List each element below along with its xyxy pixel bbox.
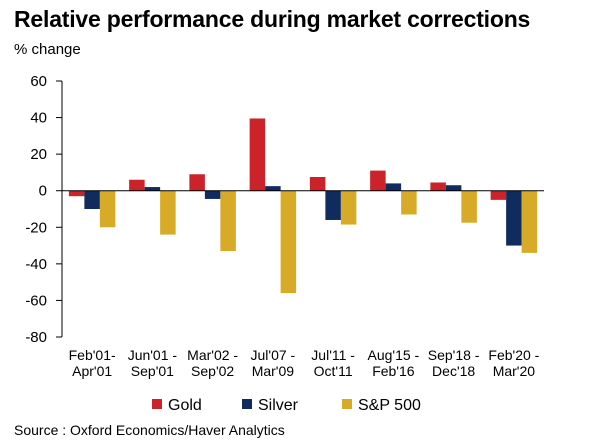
bar-gold [68,190,85,197]
x-tick-label: Sep'01 [131,363,174,379]
bar-silver [506,190,522,246]
x-tick-label: Dec'18 [432,363,475,379]
y-tick-label: -80 [25,329,47,346]
bar-s-p-500 [280,190,297,294]
x-axis: Feb'01-Apr'01 Jun'01 -Sep'01 Mar'02 -Sep'0… [69,347,540,379]
x-tick-label: Mar'20 [493,363,536,379]
legend: Gold Silver S&P 500 [152,397,421,414]
bar-s-p-500 [461,190,477,223]
x-tick-label: Oct'11 [314,363,353,379]
bar-gold [490,190,507,200]
y-tick-label: -60 [25,292,47,309]
bar-silver [204,190,221,199]
bar-s-p-500 [99,190,116,228]
source-note: Source : Oxford Economics/Haver Analytic… [14,422,285,438]
x-tick-label: Feb'20 - [488,347,539,363]
x-tick-label: Jul'07 - [251,347,296,363]
bar-gold [129,179,145,191]
axes [61,81,544,337]
bar-gold [249,118,266,191]
bar-silver [84,190,100,209]
bar-gold [189,174,205,191]
y-tick-label: 40 [30,110,47,127]
y-tick-label: 60 [30,73,47,90]
y-axis-unit-label: % change [14,41,81,58]
y-axis: 60 40 20 0 -20 -40 -60 -80 [25,73,62,346]
y-tick-label: 20 [30,146,47,163]
legend-swatch-silver [242,399,252,409]
bar-silver [445,185,462,191]
bar-s-p-500 [340,190,357,225]
bar-silver [385,183,402,191]
legend-swatch-gold [152,399,162,409]
bar-series-group [68,118,538,294]
x-tick-label: Sep'02 [191,363,234,379]
x-tick-label: Jul'11 - [311,347,355,363]
x-tick-label: Feb'01- [69,347,116,363]
bar-s-p-500 [521,190,538,253]
bar-silver [144,187,161,191]
bar-gold [430,182,446,191]
legend-label-gold: Gold [168,397,202,414]
y-tick-label: 0 [39,183,47,200]
bar-s-p-500 [220,190,236,252]
bar-silver [265,186,281,191]
legend-label-s-p-500: S&P 500 [358,397,421,414]
x-tick-label: Mar'09 [252,363,295,379]
legend-label-silver: Silver [258,397,299,414]
x-tick-label: Jun'01 - [128,347,178,363]
bar-s-p-500 [401,190,417,215]
x-tick-label: Apr'01 [72,363,112,379]
bar-silver [325,190,341,220]
x-tick-label: Feb'16 [372,363,415,379]
chart-title: Relative performance during market corre… [14,6,531,32]
legend-swatch-s-p-500 [342,399,352,409]
x-tick-label: Mar'02 - [187,347,238,363]
y-tick-label: -40 [25,256,47,273]
bar-gold [309,177,326,191]
x-tick-label: Sep'18 - [428,347,480,363]
bar-s-p-500 [160,190,176,235]
bar-gold [370,170,386,191]
y-tick-label: -20 [25,219,47,236]
x-tick-label: Aug'15 - [368,347,420,363]
